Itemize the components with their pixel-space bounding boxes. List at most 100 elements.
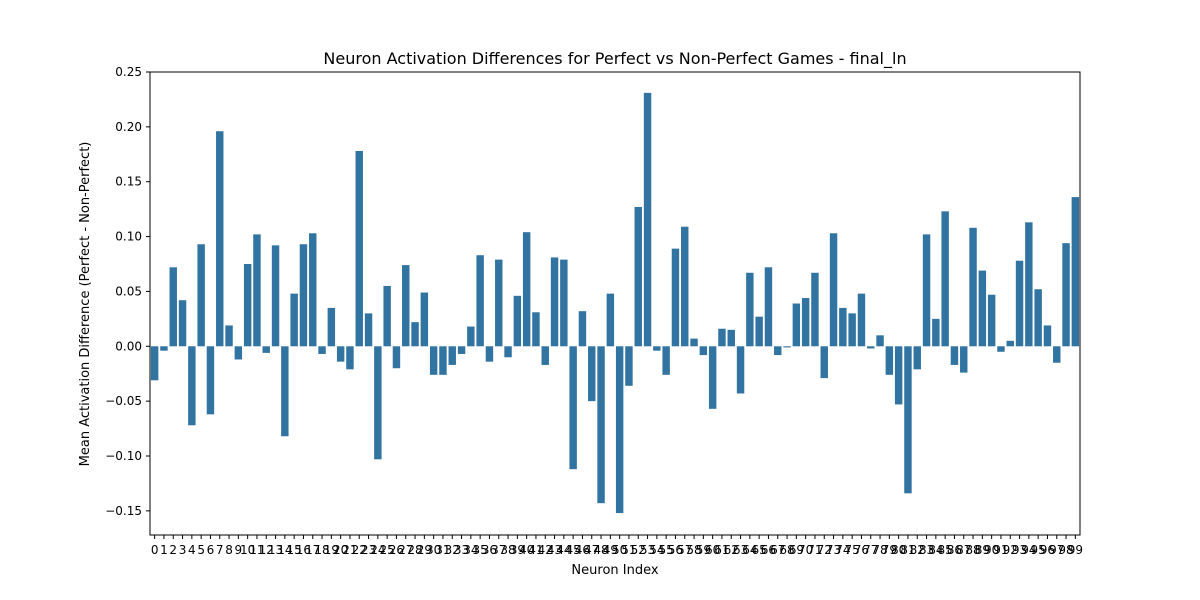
y-tick-label: 0.05	[115, 284, 142, 298]
x-tick-label: 96	[1040, 543, 1055, 557]
x-tick-label: 60	[705, 543, 720, 557]
plot-frame	[149, 71, 1081, 536]
y-tick-label: 0.20	[115, 120, 142, 134]
bar	[643, 92, 652, 347]
bar	[327, 307, 336, 347]
bar	[690, 338, 698, 347]
bar	[402, 265, 410, 347]
x-tick-label: 19	[324, 543, 339, 557]
bar	[792, 303, 801, 347]
x-tick-label: 88	[965, 543, 980, 557]
x-tick-label: 22	[352, 543, 367, 557]
bar	[885, 346, 894, 375]
bar	[681, 226, 689, 347]
y-tick-label: −0.05	[105, 394, 142, 408]
bar	[671, 248, 680, 347]
bar	[439, 346, 447, 375]
x-tick-label: 2	[169, 543, 177, 557]
bar	[513, 295, 522, 347]
x-tick-label: 55	[659, 543, 674, 557]
bar	[495, 259, 503, 347]
bar	[309, 233, 317, 347]
x-tick-label: 87	[956, 543, 971, 557]
bar	[727, 329, 735, 347]
x-tick-label: 59	[696, 543, 711, 557]
bar	[708, 346, 717, 409]
x-tick-label: 3	[179, 543, 187, 557]
x-tick-label: 57	[677, 543, 692, 557]
x-tick-label: 44	[556, 543, 571, 557]
x-tick-label: 34	[463, 543, 478, 557]
x-tick-label: 40	[519, 543, 534, 557]
x-tick-label: 32	[445, 543, 460, 557]
bar	[969, 227, 977, 347]
x-tick-label: 95	[1031, 543, 1046, 557]
x-tick-label: 68	[779, 543, 794, 557]
bar	[904, 346, 912, 494]
bar	[662, 346, 670, 375]
bar	[160, 346, 168, 351]
bar	[876, 335, 884, 347]
y-tick-label: 0.15	[115, 175, 142, 189]
bar	[932, 318, 940, 347]
bar	[774, 346, 782, 356]
x-tick-label: 23	[361, 543, 376, 557]
chart-title: Neuron Activation Differences for Perfec…	[323, 49, 906, 69]
bar	[801, 298, 810, 347]
bar	[383, 285, 391, 347]
x-tick-label: 9	[235, 543, 243, 557]
bar	[960, 346, 968, 373]
x-tick-label: 85	[938, 543, 953, 557]
x-tick-label: 30	[426, 543, 441, 557]
x-tick-label: 24	[370, 543, 385, 557]
x-tick-label: 98	[1058, 543, 1073, 557]
bar	[1053, 346, 1061, 363]
x-tick-label: 47	[584, 543, 599, 557]
bar	[318, 346, 326, 354]
bar	[188, 346, 196, 426]
x-tick-label: 39	[510, 543, 525, 557]
bar	[922, 234, 931, 347]
x-tick-label: 91	[993, 543, 1008, 557]
x-tick-label: 92	[1003, 543, 1018, 557]
x-tick-label: 45	[566, 543, 581, 557]
x-tick-label: 48	[593, 543, 608, 557]
x-tick-label: 18	[314, 543, 329, 557]
x-tick-label: 56	[668, 543, 683, 557]
x-tick-label: 31	[435, 543, 450, 557]
bar	[392, 346, 401, 369]
bar	[634, 206, 642, 347]
x-tick-label: 7	[216, 543, 224, 557]
x-tick-label: 84	[928, 543, 943, 557]
bar	[346, 346, 354, 370]
x-tick-label: 79	[882, 543, 897, 557]
x-tick-label: 64	[742, 543, 757, 557]
x-tick-label: 83	[919, 543, 934, 557]
x-tick-label: 46	[575, 543, 590, 557]
bar	[997, 346, 1005, 352]
x-axis: 0 1 2 3 4 5 6 7 8 9101112131415161718192021222324…	[151, 535, 1083, 557]
x-tick-label: 42	[538, 543, 553, 557]
x-tick-label: 43	[547, 543, 562, 557]
x-tick-label: 25	[380, 543, 395, 557]
bar	[532, 312, 540, 347]
x-tick-label: 70	[798, 543, 813, 557]
y-tick-label: −0.10	[105, 449, 142, 463]
bar	[950, 346, 959, 365]
bar	[653, 346, 661, 351]
x-tick-label: 49	[603, 543, 618, 557]
bar	[281, 346, 289, 437]
bar	[718, 328, 726, 347]
bar	[857, 293, 866, 347]
y-tick-label: −0.15	[105, 504, 142, 518]
x-tick-label: 82	[910, 543, 925, 557]
x-tick-label: 97	[1049, 543, 1064, 557]
x-tick-label: 20	[333, 543, 348, 557]
x-tick-label: 61	[714, 543, 729, 557]
x-tick-label: 36	[482, 543, 497, 557]
bar	[941, 211, 949, 347]
x-axis-label: Neuron Index	[571, 563, 658, 578]
bar	[457, 346, 466, 354]
bar	[364, 313, 373, 347]
bar	[1006, 340, 1014, 347]
